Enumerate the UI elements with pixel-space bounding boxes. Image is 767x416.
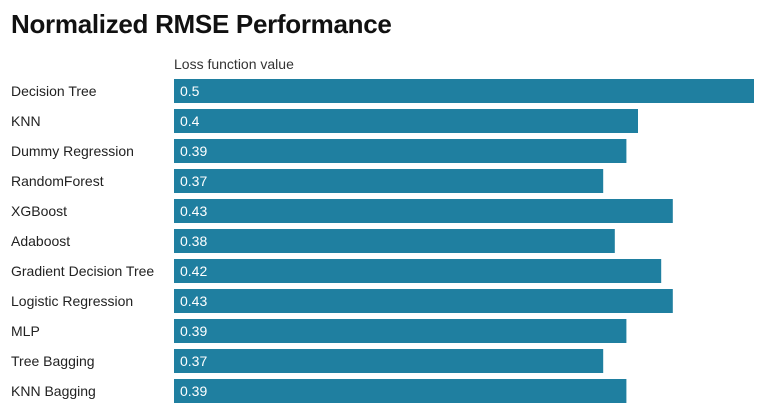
category-label: KNN: [11, 113, 41, 129]
category-label: MLP: [11, 323, 40, 339]
bar: [174, 229, 615, 253]
data-label: 0.38: [180, 233, 207, 249]
category-label: RandomForest: [11, 173, 104, 189]
category-label: Gradient Decision Tree: [11, 263, 154, 279]
bar-row: Gradient Decision Tree 0.42: [11, 259, 662, 283]
chart-title: Normalized RMSE Performance: [11, 9, 392, 39]
bar: [174, 379, 627, 403]
category-label: Dummy Regression: [11, 143, 134, 159]
data-label: 0.39: [180, 383, 207, 399]
bar-row: RandomForest 0.37: [11, 169, 604, 193]
bar: [174, 319, 627, 343]
data-label: 0.37: [180, 353, 207, 369]
bar-row: Logistic Regression 0.43: [11, 289, 673, 313]
bar-row: KNN 0.4: [11, 109, 638, 133]
data-label: 0.37: [180, 173, 207, 189]
category-label: Decision Tree: [11, 83, 97, 99]
category-label: Adaboost: [11, 233, 70, 249]
bar: [174, 139, 627, 163]
bar: [174, 79, 754, 103]
bar: [174, 349, 604, 373]
bar-row: Tree Bagging 0.37: [11, 349, 604, 373]
category-label: Tree Bagging: [11, 353, 95, 369]
data-label: 0.39: [180, 143, 207, 159]
category-label: XGBoost: [11, 203, 67, 219]
data-label: 0.42: [180, 263, 207, 279]
bar: [174, 109, 638, 133]
bar: [174, 259, 662, 283]
category-label: KNN Bagging: [11, 383, 96, 399]
category-label: Logistic Regression: [11, 293, 133, 309]
data-label: 0.43: [180, 293, 207, 309]
data-label: 0.39: [180, 323, 207, 339]
bar-row: Decision Tree 0.5: [11, 79, 754, 103]
data-label: 0.5: [180, 83, 200, 99]
bar: [174, 289, 673, 313]
bar: [174, 199, 673, 223]
bar-row: XGBoost 0.43: [11, 199, 673, 223]
bar-row: KNN Bagging 0.39: [11, 379, 627, 403]
data-label: 0.4: [180, 113, 200, 129]
data-label: 0.43: [180, 203, 207, 219]
bar: [174, 169, 604, 193]
bar-row: MLP 0.39: [11, 319, 627, 343]
bar-row: Adaboost 0.38: [11, 229, 615, 253]
x-axis-label: Loss function value: [174, 56, 294, 72]
bar-row: Dummy Regression 0.39: [11, 139, 627, 163]
